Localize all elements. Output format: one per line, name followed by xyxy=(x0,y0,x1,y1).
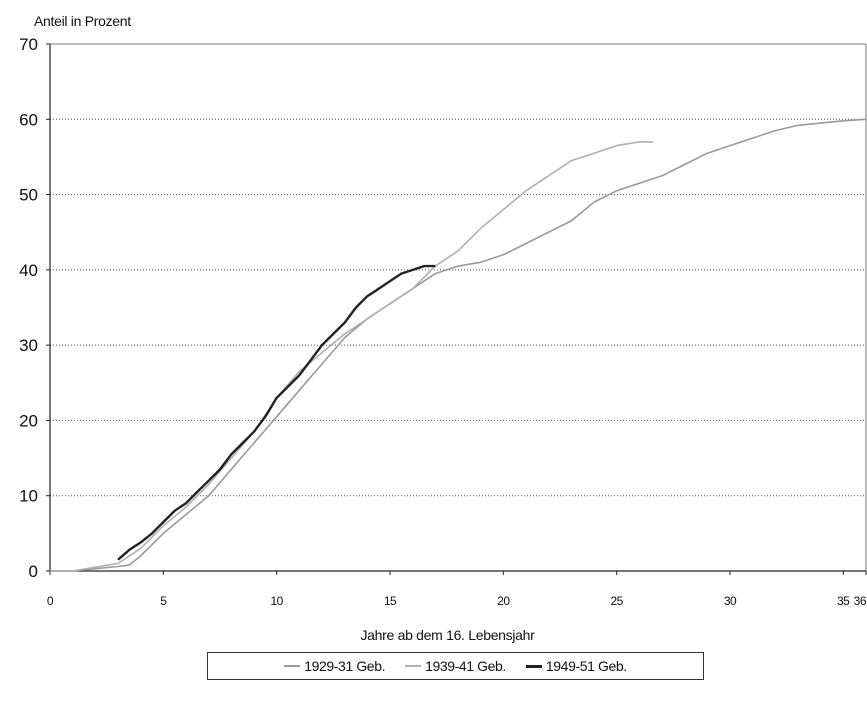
x-axis-title: Jahre ab dem 16. Lebensjahr xyxy=(360,627,535,643)
y-tick-label-10: 10 xyxy=(19,487,38,506)
legend-label-1939: 1939-41 Geb. xyxy=(425,658,506,674)
legend-swatch-1939 xyxy=(405,665,422,667)
grid-lines xyxy=(50,43,866,497)
axes xyxy=(49,43,867,572)
x-tick-label-0: 0 xyxy=(47,594,54,608)
y-axis-title: Anteil in Prozent xyxy=(34,13,131,29)
y-tick-label-70: 70 xyxy=(19,35,38,54)
x-tick-label-15: 15 xyxy=(384,594,397,608)
x-tick-label-35: 35 xyxy=(837,594,850,608)
legend-swatch-1949 xyxy=(525,664,542,668)
series-line-0 xyxy=(50,118,867,572)
x-tick-label-36: 36 xyxy=(854,594,867,608)
y-tick-label-30: 30 xyxy=(19,336,38,355)
y-tick-label-0: 0 xyxy=(29,562,38,581)
x-tick-labels: 0 5 10 15 20 25 30 35 36 xyxy=(47,571,867,608)
y-tick-label-60: 60 xyxy=(19,110,38,129)
legend-label-1949: 1949-51 Geb. xyxy=(545,658,627,674)
x-tick-label-30: 30 xyxy=(724,594,737,608)
series-lines xyxy=(50,118,867,572)
y-tick-label-20: 20 xyxy=(19,411,38,430)
legend-item-1929: 1929-31 Geb. xyxy=(284,658,385,674)
y-tick-label-50: 50 xyxy=(19,186,38,205)
series-line-1 xyxy=(50,141,653,572)
legend-item-1939: 1939-41 Geb. xyxy=(405,658,506,674)
y-tick-labels: 0 10 20 30 40 50 60 70 xyxy=(19,35,50,581)
legend-label-1929: 1929-31 Geb. xyxy=(304,658,386,674)
x-tick-label-5: 5 xyxy=(160,594,167,608)
legend-item-1949: 1949-51 Geb. xyxy=(525,658,627,674)
legend-swatch-1929 xyxy=(284,665,301,667)
legend: 1929-31 Geb. 1939-41 Geb. 1949-51 Geb. xyxy=(207,652,704,680)
series-line-2 xyxy=(117,264,436,561)
x-tick-label-25: 25 xyxy=(610,594,623,608)
y-tick-label-40: 40 xyxy=(19,261,38,280)
x-tick-label-10: 10 xyxy=(270,594,283,608)
x-tick-label-20: 20 xyxy=(497,594,510,608)
